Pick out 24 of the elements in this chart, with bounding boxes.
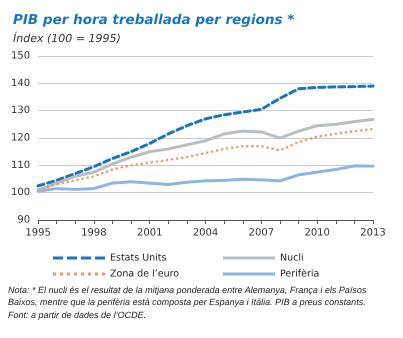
text: Font: a partir de dades de l’OCDE. <box>8 310 146 320</box>
chart-title: PIB per hora treballada per regions * <box>13 12 294 28</box>
legend-label: Perifèria <box>280 268 320 280</box>
x-tick-label: 1995 <box>25 228 51 238</box>
legend-label: Estats Units <box>110 252 167 264</box>
legend-label: Nucli <box>280 252 304 264</box>
line-series <box>36 164 374 193</box>
y-tick-label: 110 <box>10 160 30 171</box>
y-tick-label: 100 <box>10 187 30 198</box>
chart-subtitle: Índex (100 = 1995) <box>13 31 121 45</box>
legend-label: Zona de l’euro <box>110 268 180 280</box>
line-series <box>36 84 374 188</box>
y-tick-label: 90 <box>17 214 30 226</box>
x-tick-label: 2004 <box>192 228 218 238</box>
y-tick-label: 150 <box>10 50 30 62</box>
x-tick-label: 2007 <box>248 228 274 238</box>
x-tick-label: 2001 <box>137 228 162 238</box>
y-tick-label: 130 <box>10 105 30 116</box>
y-tick-label: 120 <box>10 132 30 144</box>
y-tick-label: 140 <box>10 78 30 89</box>
x-tick-label: 2013 <box>360 228 386 238</box>
text: Nota: * El nucli és el resultat de la mitjana ponderada entre Alemanya, França i els Països Baixos, mentre que la perifèria està composta per Espanya i Itàlia. PIB a preus constants. <box>8 285 369 307</box>
x-tick-label: 1998 <box>81 228 107 238</box>
x-tick-label: 2010 <box>304 228 330 238</box>
